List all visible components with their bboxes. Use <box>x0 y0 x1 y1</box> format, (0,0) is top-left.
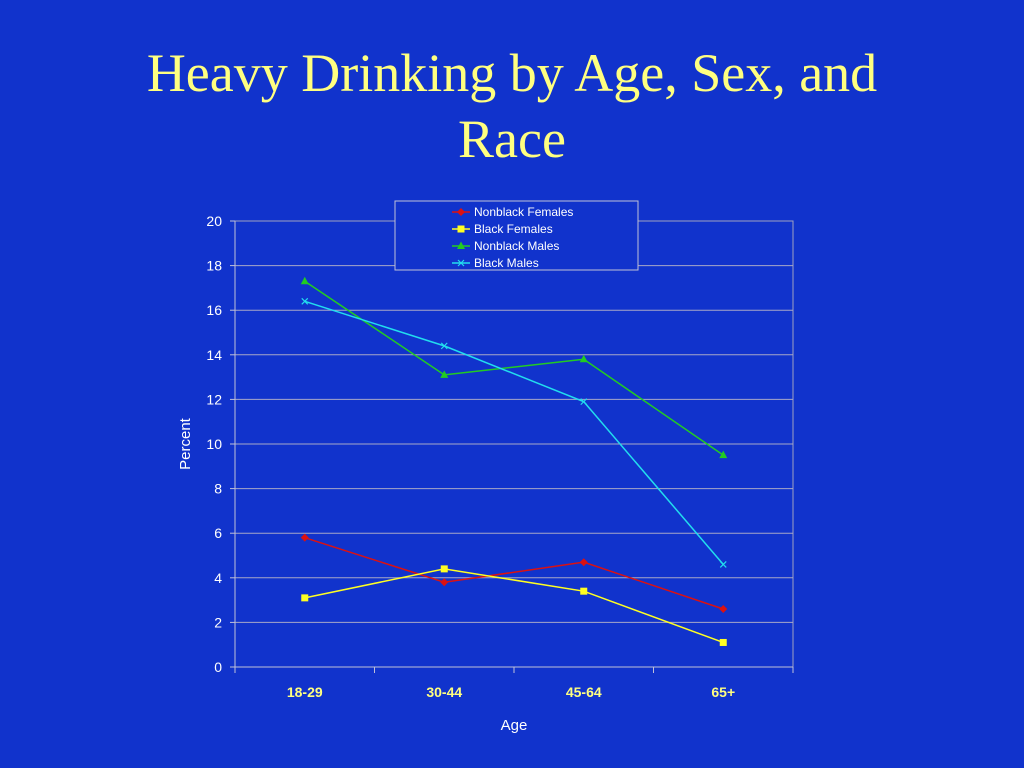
legend-marker <box>457 225 465 233</box>
data-point-nonblack-females <box>719 605 728 614</box>
series-line-black-females <box>304 568 724 644</box>
legend-label: Nonblack Males <box>474 239 559 253</box>
data-point-black-males <box>719 560 727 568</box>
x-axis-label: Age <box>501 717 528 734</box>
y-tick-label: 12 <box>206 391 222 407</box>
data-point-black-females <box>440 565 448 573</box>
data-point-black-females <box>719 638 727 646</box>
series-black-males <box>301 297 727 568</box>
legend-box <box>394 200 639 271</box>
y-axis-label: Percent <box>177 417 194 470</box>
data-point-black-males <box>301 297 309 305</box>
data-point-black-females <box>301 594 309 602</box>
y-tick-label: 10 <box>206 436 222 452</box>
x-tick-label: 18-29 <box>287 684 323 700</box>
legend-item-nonblack-males: Nonblack Males <box>452 239 559 253</box>
legend-marker <box>457 259 465 267</box>
legend-item-black-females: Black Females <box>452 222 553 236</box>
legend-marker <box>457 208 465 216</box>
data-point-black-females <box>580 587 588 595</box>
legend-item-black-males: Black Males <box>452 256 539 270</box>
data-point-nonblack-females <box>440 578 449 587</box>
x-tick-label: 30-44 <box>426 684 462 700</box>
y-tick-label: 6 <box>214 525 222 541</box>
series-line-black-males <box>304 300 724 565</box>
legend-marker <box>457 241 465 249</box>
series-black-females <box>301 565 727 646</box>
series-layer <box>300 276 728 646</box>
y-tick-label: 4 <box>214 570 222 586</box>
data-point-nonblack-females <box>579 558 588 567</box>
legend-item-nonblack-females: Nonblack Females <box>452 205 573 219</box>
y-tick-label: 18 <box>206 258 222 274</box>
slide-title-line-2: Race <box>458 109 566 169</box>
gridlines <box>235 265 793 623</box>
legend: Nonblack Females Black Females Nonblack Ma… <box>394 200 639 271</box>
legend-label: Black Males <box>474 256 539 270</box>
slide-title-line-1: Heavy Drinking by Age, Sex, and <box>146 43 878 103</box>
y-tick-label: 20 <box>206 213 222 229</box>
x-tick-label: 45-64 <box>566 684 602 700</box>
data-point-black-males <box>440 342 448 350</box>
legend-label: Nonblack Females <box>474 205 573 219</box>
x-tick-label: 65+ <box>711 684 735 700</box>
series-line-nonblack-females <box>304 536 724 610</box>
legend-label: Black Females <box>474 222 553 236</box>
y-tick-label: 8 <box>214 481 222 497</box>
y-tick-label: 0 <box>214 659 222 675</box>
series-nonblack-females <box>300 533 728 614</box>
data-point-nonblack-males <box>300 276 309 285</box>
series-line-nonblack-males <box>304 280 724 456</box>
y-tick-label: 2 <box>214 614 222 630</box>
x-tick-labels: 18-29 30-44 45-64 65+ <box>234 667 794 700</box>
data-point-nonblack-males <box>440 370 449 378</box>
slide-title: Heavy Drinking by Age, Sex, and Race <box>0 40 1024 172</box>
data-point-black-males <box>580 398 588 406</box>
y-tick-label: 16 <box>206 302 222 318</box>
y-tick-labels: 0 2 4 6 8 10 12 14 16 18 20 <box>206 213 235 675</box>
data-point-nonblack-males <box>719 450 728 459</box>
series-nonblack-males <box>300 276 728 459</box>
data-point-nonblack-females <box>300 533 309 542</box>
y-tick-label: 14 <box>206 347 222 363</box>
data-point-nonblack-males <box>579 354 588 363</box>
